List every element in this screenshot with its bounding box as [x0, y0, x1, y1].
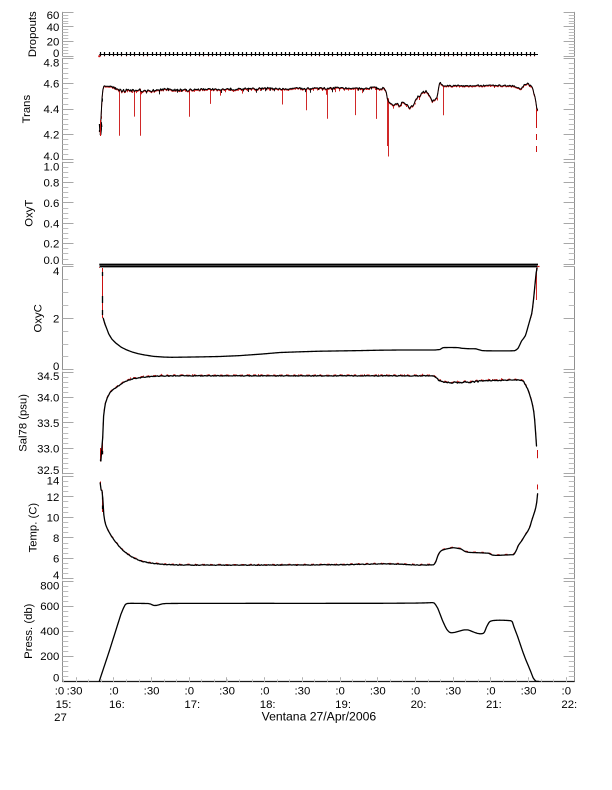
svg-text::30: :30 — [445, 685, 461, 697]
svg-text::0: :0 — [55, 685, 65, 697]
svg-text:8: 8 — [53, 533, 59, 545]
svg-text:14: 14 — [47, 475, 60, 487]
svg-text:0.6: 0.6 — [43, 198, 59, 210]
svg-text:18:: 18: — [260, 699, 276, 711]
svg-text:0.2: 0.2 — [43, 239, 59, 251]
svg-text:Trans: Trans — [21, 95, 33, 124]
svg-text::0: :0 — [486, 685, 496, 697]
svg-text:0: 0 — [53, 48, 59, 60]
svg-text:Press. (db): Press. (db) — [23, 603, 35, 658]
svg-text:12: 12 — [47, 492, 60, 504]
svg-text::30: :30 — [219, 685, 235, 697]
svg-text:34.5: 34.5 — [37, 371, 59, 383]
svg-text:60: 60 — [47, 10, 60, 22]
svg-text:32.5: 32.5 — [37, 465, 59, 477]
svg-text:0: 0 — [53, 672, 59, 684]
svg-text:4.4: 4.4 — [43, 104, 59, 116]
svg-text:21:: 21: — [486, 699, 502, 711]
svg-text:OxyC: OxyC — [33, 304, 45, 332]
svg-text:0.0: 0.0 — [43, 255, 59, 267]
svg-text:Sal78 (psu): Sal78 (psu) — [18, 394, 30, 452]
svg-text:2: 2 — [53, 313, 59, 325]
svg-text:33.5: 33.5 — [37, 418, 59, 430]
svg-text::30: :30 — [294, 685, 310, 697]
svg-text:6: 6 — [53, 553, 59, 565]
svg-text:19:: 19: — [335, 699, 351, 711]
svg-text:34.0: 34.0 — [37, 392, 59, 404]
svg-text::30: :30 — [370, 685, 386, 697]
svg-text:1.0: 1.0 — [43, 161, 59, 173]
svg-text:4.0: 4.0 — [43, 151, 59, 163]
svg-text:33.0: 33.0 — [37, 443, 59, 455]
svg-text:0: 0 — [53, 361, 59, 373]
svg-text:600: 600 — [40, 601, 59, 613]
svg-text:200: 200 — [40, 651, 59, 663]
svg-text::0: :0 — [562, 685, 572, 697]
svg-text:20:: 20: — [411, 699, 427, 711]
svg-text:16:: 16: — [109, 699, 125, 711]
svg-text:0.8: 0.8 — [43, 178, 59, 190]
svg-text:40: 40 — [47, 22, 60, 34]
svg-text:10: 10 — [47, 512, 60, 524]
svg-text::0: :0 — [335, 685, 345, 697]
svg-text:20: 20 — [47, 37, 60, 49]
svg-text:4: 4 — [53, 266, 59, 278]
svg-text:4.8: 4.8 — [43, 57, 59, 69]
svg-text:22:: 22: — [561, 699, 577, 711]
svg-text::0: :0 — [109, 685, 119, 697]
svg-text:Temp. (C): Temp. (C) — [28, 503, 40, 553]
svg-text::30: :30 — [144, 685, 160, 697]
svg-text:0.4: 0.4 — [43, 218, 59, 230]
svg-text:4.2: 4.2 — [43, 130, 59, 142]
svg-text:15:: 15: — [56, 699, 72, 711]
svg-text::0: :0 — [411, 685, 421, 697]
svg-text:OxyT: OxyT — [23, 200, 35, 227]
svg-text:4.6: 4.6 — [43, 79, 59, 91]
svg-text:Dropouts: Dropouts — [27, 11, 39, 57]
svg-text::30: :30 — [67, 685, 83, 697]
svg-text::30: :30 — [521, 685, 537, 697]
svg-text:4: 4 — [53, 570, 59, 582]
svg-text:17:: 17: — [184, 699, 200, 711]
svg-text:Ventana 27/Apr/2006: Ventana 27/Apr/2006 — [262, 710, 377, 724]
svg-text::0: :0 — [185, 685, 195, 697]
svg-text:800: 800 — [40, 580, 59, 592]
svg-text:27: 27 — [54, 712, 67, 724]
svg-text::0: :0 — [260, 685, 270, 697]
svg-text:400: 400 — [40, 626, 59, 638]
